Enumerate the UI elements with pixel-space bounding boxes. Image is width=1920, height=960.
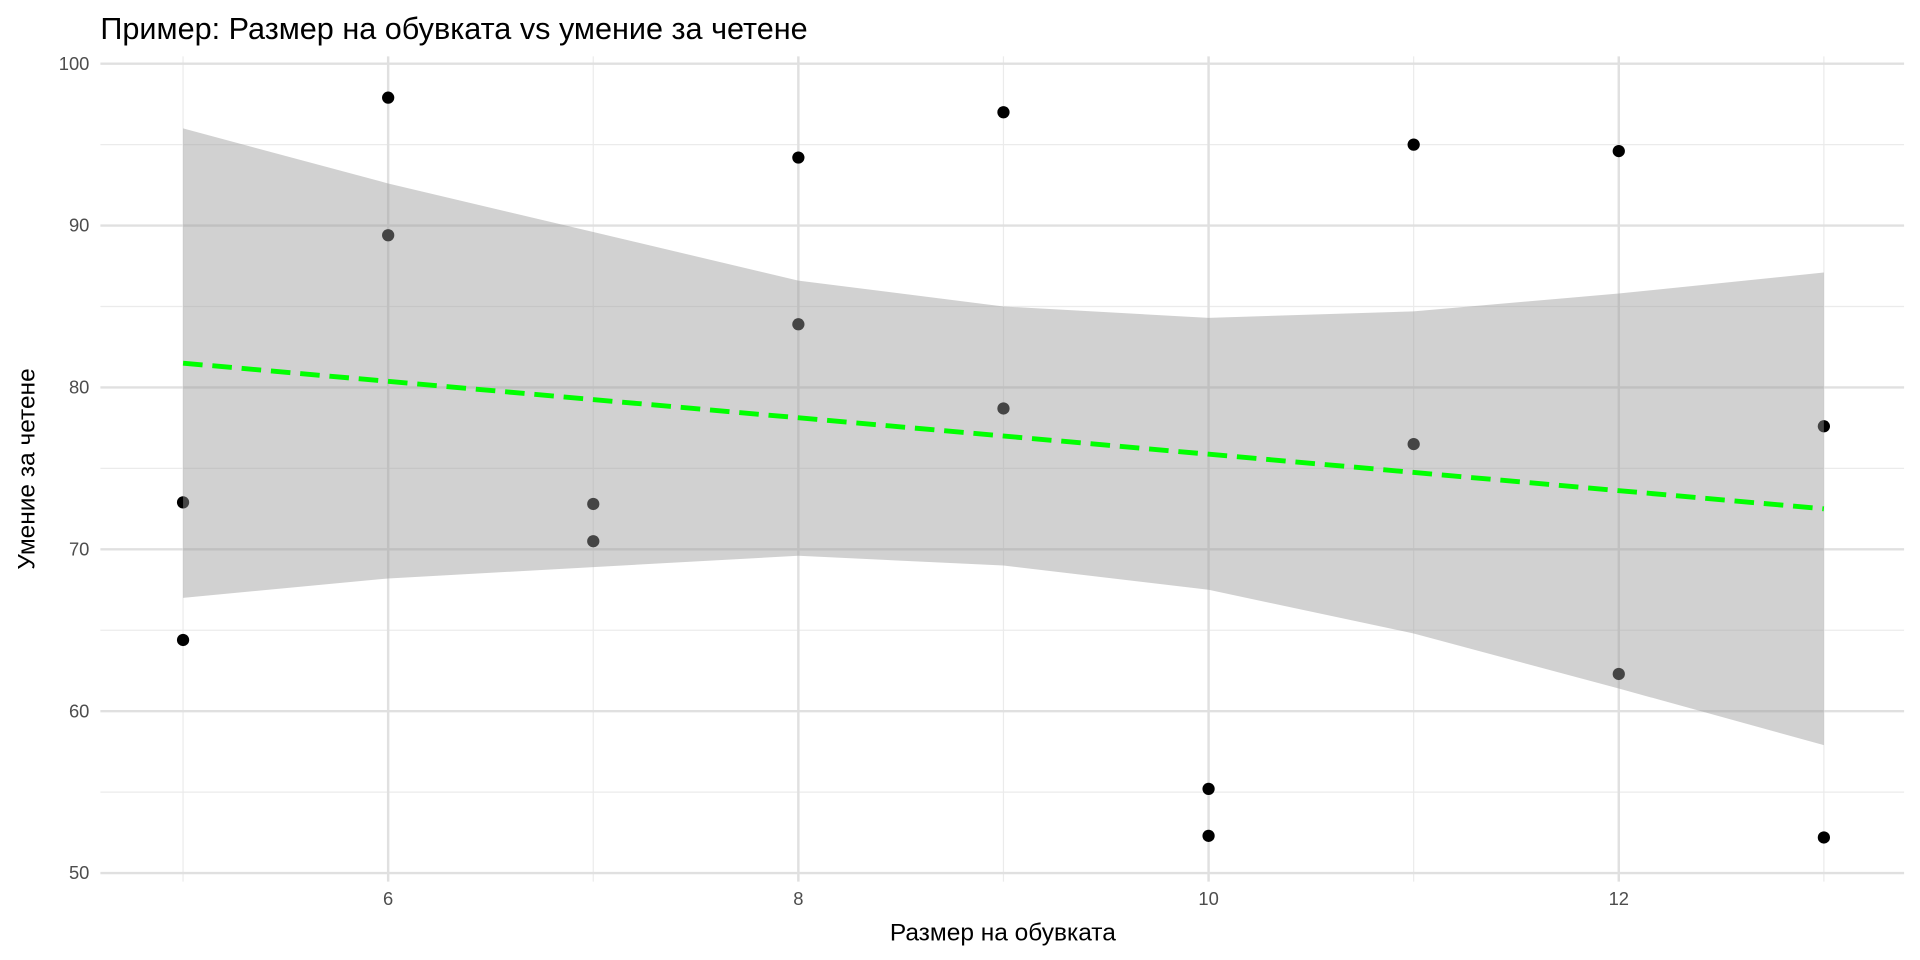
data-point <box>1817 420 1830 433</box>
grid <box>100 56 1905 882</box>
data-point <box>382 91 395 104</box>
y-tick-label: 70 <box>69 538 89 559</box>
x-tick-labels: 6 8 10 12 <box>383 888 1629 909</box>
y-tick-label: 60 <box>69 700 89 721</box>
y-tick-label: 50 <box>69 862 89 883</box>
data-point <box>1202 829 1215 842</box>
regression-line <box>182 360 1825 512</box>
x-axis-title: Размер на обувката <box>890 919 1116 946</box>
data-point <box>587 497 600 511</box>
data-point <box>997 106 1010 119</box>
x-tick-label: 12 <box>1609 888 1629 909</box>
points <box>176 91 1830 844</box>
x-tick-label: 6 <box>383 888 393 909</box>
data-point <box>792 318 805 331</box>
x-tick-label: 10 <box>1198 888 1218 909</box>
data-point <box>1612 144 1625 158</box>
chart-title: Пример: Размер на обувката vs умение за … <box>100 12 807 46</box>
y-tick-label: 100 <box>59 53 90 74</box>
data-point <box>997 402 1010 415</box>
data-point <box>1202 782 1215 796</box>
data-point <box>176 633 190 647</box>
y-tick-label: 80 <box>69 377 89 398</box>
data-point <box>1612 667 1625 681</box>
data-point <box>176 496 190 509</box>
data-point <box>792 151 805 164</box>
data-point <box>587 535 600 548</box>
y-axis-title: Умение за четене <box>13 368 40 569</box>
y-tick-labels: 50 60 70 80 90 100 <box>59 53 90 883</box>
data-point <box>1817 831 1830 844</box>
data-point <box>1407 437 1420 451</box>
y-tick-label: 90 <box>69 215 89 236</box>
x-tick-label: 8 <box>793 888 803 909</box>
data-point <box>382 229 395 242</box>
data-point <box>1407 138 1420 151</box>
